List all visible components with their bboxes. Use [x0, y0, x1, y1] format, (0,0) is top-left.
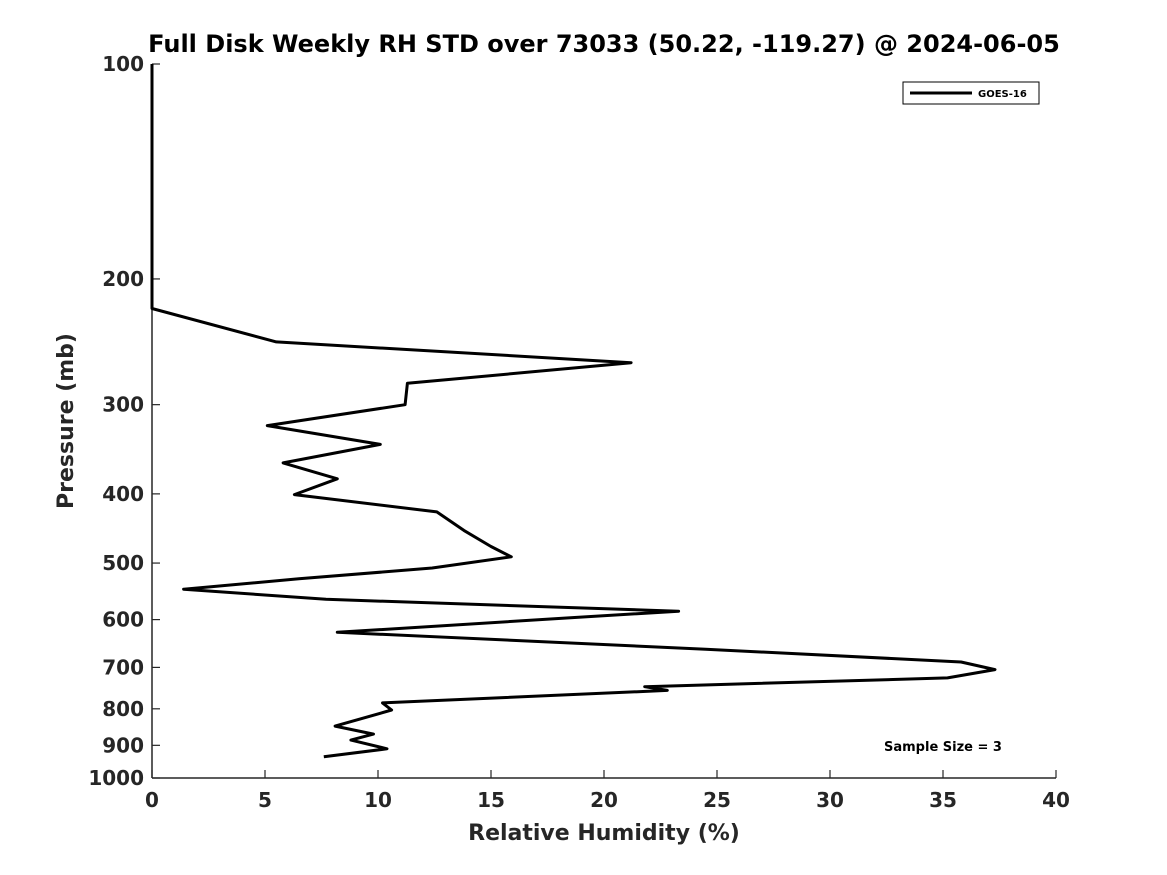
legend-label-goes-16: GOES-16 [978, 89, 1027, 100]
y-tick-label: 800 [102, 697, 144, 721]
y-ticks: 100 200 300 400 500 600 700 800 900 1000 [88, 52, 160, 790]
x-tick-label: 0 [145, 788, 159, 812]
y-tick-label: 300 [102, 393, 144, 417]
legend: GOES-16 [902, 81, 1040, 105]
chart-title: Full Disk Weekly RH STD over 73033 (50.2… [148, 30, 1060, 58]
y-tick-label: 400 [102, 482, 144, 506]
x-ticks: 0 5 10 15 20 25 30 35 40 [145, 770, 1070, 812]
y-tick-label: 100 [102, 52, 144, 76]
x-tick-label: 5 [258, 788, 272, 812]
y-tick-label: 700 [102, 655, 144, 679]
x-tick-label: 40 [1042, 788, 1070, 812]
series-layer [150, 64, 997, 759]
x-tick-label: 25 [703, 788, 731, 812]
x-axis-label: Relative Humidity (%) [468, 821, 740, 846]
x-tick-label: 20 [590, 788, 618, 812]
y-tick-label: 900 [102, 733, 144, 757]
x-tick-label: 10 [364, 788, 392, 812]
x-tick-label: 15 [477, 788, 505, 812]
y-axis-label: Pressure (mb) [54, 333, 79, 509]
y-tick-label: 200 [102, 267, 144, 291]
y-tick-label: 1000 [88, 766, 144, 790]
x-tick-label: 30 [816, 788, 844, 812]
y-tick-label: 500 [102, 551, 144, 575]
y-tick-label: 600 [102, 608, 144, 632]
sample-size-annotation: Sample Size = 3 [884, 740, 1002, 755]
series-line-goes-16 [150, 64, 997, 759]
x-tick-label: 35 [929, 788, 957, 812]
